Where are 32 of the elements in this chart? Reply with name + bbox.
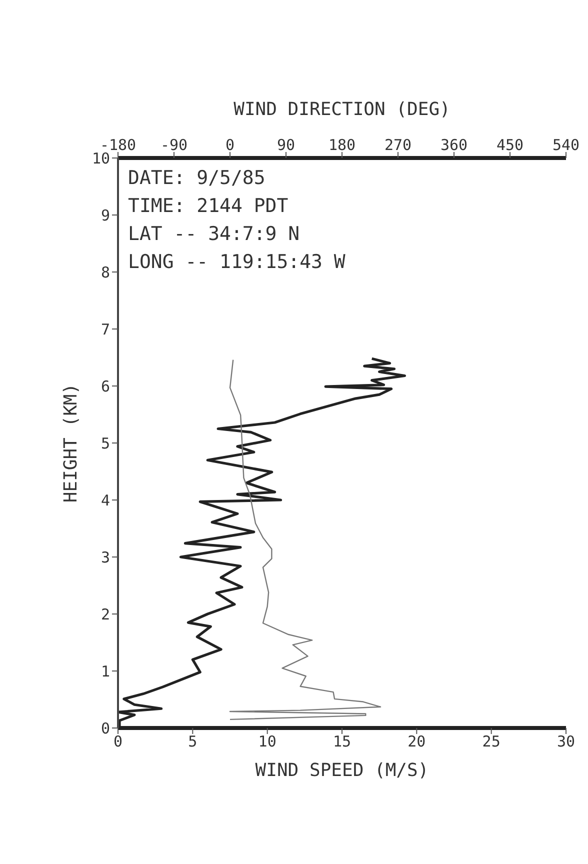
x2-tick-label: 0 [225,136,235,154]
y-tick-label: 5 [100,434,110,452]
x-tick-label: 30 [556,732,576,751]
y-tick-label: 9 [100,206,110,224]
x2-tick-label: 360 [440,136,468,154]
x-tick-label: 0 [113,732,123,751]
y-tick-label: 7 [100,320,110,338]
x-tick-label: 10 [258,732,276,751]
x-tick-label: 25 [482,732,500,751]
x-axis-title: WIND SPEED (M/S) [255,760,429,781]
x2-tick-label: 540 [552,136,580,154]
x2-tick-label: 450 [496,136,524,154]
y-axis-title: HEIGHT (KM) [60,383,82,503]
annotation: LAT -- 34:7:9 N [128,222,301,247]
x2-tick-label: 270 [384,136,412,154]
x2-tick-label: -90 [160,136,188,154]
annotation: DATE: 9/5/85 [128,166,266,191]
x2-tick-label: 90 [276,136,296,154]
x-tick-label: 15 [332,732,352,751]
y-tick-label: 6 [100,377,110,396]
y-tick-label: 8 [100,263,110,282]
x-tick-label: 5 [188,732,198,751]
y-tick-label: 3 [100,548,110,566]
x2-axis-title: WIND DIRECTION (DEG) [234,98,450,120]
y-tick-label: 2 [100,605,110,624]
y-tick-label: 4 [100,491,110,510]
annotation: LONG -- 119:15:43 W [128,250,346,275]
y-tick-label: 1 [100,662,110,680]
x-tick-label: 20 [408,732,426,751]
y-tick-label: 0 [100,719,110,738]
annotation: TIME: 2144 PDT [128,194,290,219]
x2-tick-label: 180 [328,136,356,154]
